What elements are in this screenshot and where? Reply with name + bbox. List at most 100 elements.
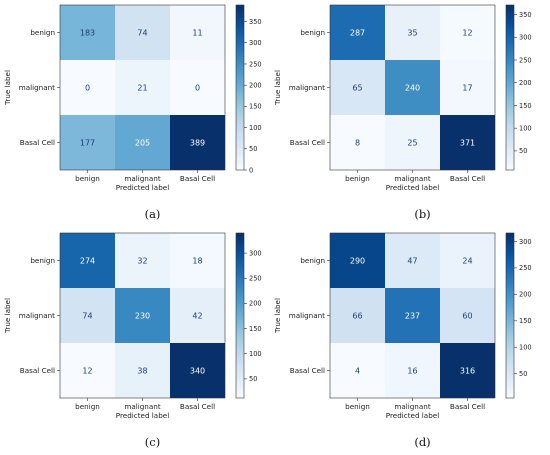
cell-value-r0-c1: 32	[137, 257, 147, 266]
cell-value-r1-c1: 237	[405, 312, 420, 321]
cell-value-r2-c0: 12	[82, 367, 92, 376]
cell-r1-c1	[115, 60, 170, 115]
colorbar-tick-label: 100	[519, 344, 532, 352]
cell-r0-c0	[60, 233, 115, 288]
x-tick-label: Basal Cell	[450, 402, 485, 411]
y-tick-label: Basal Cell	[20, 138, 55, 147]
cell-r0-c0	[60, 5, 115, 60]
colorbar-tick-label: 300	[519, 238, 532, 246]
cell-value-r2-c2: 340	[190, 367, 205, 376]
cell-value-r1-c2: 0	[195, 84, 200, 93]
cell-value-r2-c1: 25	[407, 139, 417, 148]
y-axis-label: True label	[3, 70, 12, 106]
colorbar-tick-label: 200	[519, 79, 532, 87]
cell-r1-c0	[60, 288, 115, 343]
x-axis-label: Predicted label	[386, 183, 439, 192]
cell-r1-c1	[115, 288, 170, 343]
cell-value-r1-c0: 0	[85, 84, 90, 93]
cell-r0-c0	[330, 233, 385, 288]
cell-r2-c1	[115, 343, 170, 398]
cell-r0-c2	[440, 233, 495, 288]
y-tick-label: Basal Cell	[290, 366, 325, 375]
cell-r1-c0	[330, 60, 385, 115]
cell-r2-c1	[385, 115, 440, 170]
cell-r0-c2	[170, 233, 225, 288]
cell-value-r2-c1: 38	[137, 367, 147, 376]
y-tick-label: benign	[30, 256, 55, 265]
cell-r2-c2	[170, 343, 225, 398]
colorbar-tick-label: 100	[249, 124, 262, 132]
colorbar-tick-label: 150	[519, 102, 532, 110]
colorbar	[505, 232, 515, 399]
cell-value-r1-c2: 60	[462, 312, 472, 321]
panel-c: 274 32 18 74 230 42 12 38 340 benign malignant Basa…	[3, 232, 262, 449]
panel-caption: (a)	[145, 207, 161, 221]
cell-value-r0-c0: 183	[80, 29, 95, 38]
colorbar-tick-label: 300	[249, 39, 262, 47]
cell-r1-c2	[170, 288, 225, 343]
colorbar-tick-label: 50	[519, 147, 527, 155]
colorbar-tick-label: 150	[249, 103, 262, 111]
cell-value-r2-c2: 316	[460, 367, 475, 376]
cell-value-r1-c0: 65	[352, 84, 362, 93]
cell-value-r1-c2: 17	[462, 84, 472, 93]
x-axis-label: Predicted label	[116, 183, 169, 192]
cell-value-r2-c1: 16	[407, 367, 417, 376]
colorbar-tick-label: 250	[249, 275, 262, 283]
y-tick-label: benign	[30, 28, 55, 37]
y-tick-label: malignant	[289, 311, 325, 320]
cell-value-r0-c2: 18	[192, 257, 202, 266]
cell-r0-c1	[115, 233, 170, 288]
cell-value-r0-c2: 11	[192, 29, 202, 38]
x-tick-label: malignant	[124, 402, 160, 411]
cell-r1-c2	[440, 60, 495, 115]
cell-value-r0-c1: 74	[137, 29, 147, 38]
cell-value-r0-c0: 274	[80, 257, 95, 266]
cell-value-r1-c2: 42	[192, 312, 202, 321]
cell-value-r1-c1: 21	[137, 84, 147, 93]
colorbar-tick-label: 0	[249, 166, 253, 174]
cell-r0-c1	[385, 5, 440, 60]
cell-r2-c2	[440, 343, 495, 398]
colorbar-tick-label: 100	[249, 350, 262, 358]
cell-value-r0-c0: 287	[350, 29, 365, 38]
x-axis-label: Predicted label	[386, 411, 439, 420]
y-tick-label: Basal Cell	[290, 138, 325, 147]
cell-r0-c2	[170, 5, 225, 60]
x-tick-label: malignant	[124, 174, 160, 183]
colorbar	[235, 4, 245, 171]
y-tick-label: malignant	[289, 83, 325, 92]
colorbar-tick-label: 200	[519, 291, 532, 299]
panel-caption: (b)	[414, 207, 430, 221]
colorbar-tick-label: 250	[519, 264, 532, 272]
x-axis-label: Predicted label	[116, 411, 169, 420]
cell-value-r2-c0: 4	[355, 367, 360, 376]
x-tick-label: Basal Cell	[450, 174, 485, 183]
panel-caption: (d)	[414, 435, 430, 449]
cell-value-r0-c2: 24	[462, 257, 472, 266]
y-tick-label: Basal Cell	[20, 366, 55, 375]
x-tick-label: Basal Cell	[180, 402, 215, 411]
y-tick-label: benign	[300, 28, 325, 37]
cell-r0-c1	[115, 5, 170, 60]
x-tick-label: benign	[345, 174, 370, 183]
cell-r2-c0	[330, 343, 385, 398]
cell-r1-c0	[60, 60, 115, 115]
colorbar-tick-label: 350	[519, 11, 532, 19]
y-tick-label: malignant	[19, 83, 55, 92]
cell-value-r0-c1: 47	[407, 257, 417, 266]
cell-value-r2-c0: 177	[80, 139, 95, 148]
cell-r2-c1	[115, 115, 170, 170]
colorbar-tick-label: 50	[519, 370, 527, 378]
cell-r1-c0	[330, 288, 385, 343]
colorbar-tick-label: 250	[519, 56, 532, 64]
cell-r1-c1	[385, 288, 440, 343]
colorbar-tick-label: 150	[249, 325, 262, 333]
colorbar-tick-label: 150	[519, 317, 532, 325]
cell-r1-c2	[170, 60, 225, 115]
colorbar-tick-label: 100	[519, 124, 532, 132]
cell-value-r1-c0: 74	[82, 312, 92, 321]
x-tick-label: malignant	[394, 402, 430, 411]
panel-d: 290 47 24 66 237 60 4 16 316 benign malignant Basal…	[273, 232, 532, 449]
panel-b: 287 35 12 65 240 17 8 25 371 benign malignant Basal…	[273, 4, 532, 221]
